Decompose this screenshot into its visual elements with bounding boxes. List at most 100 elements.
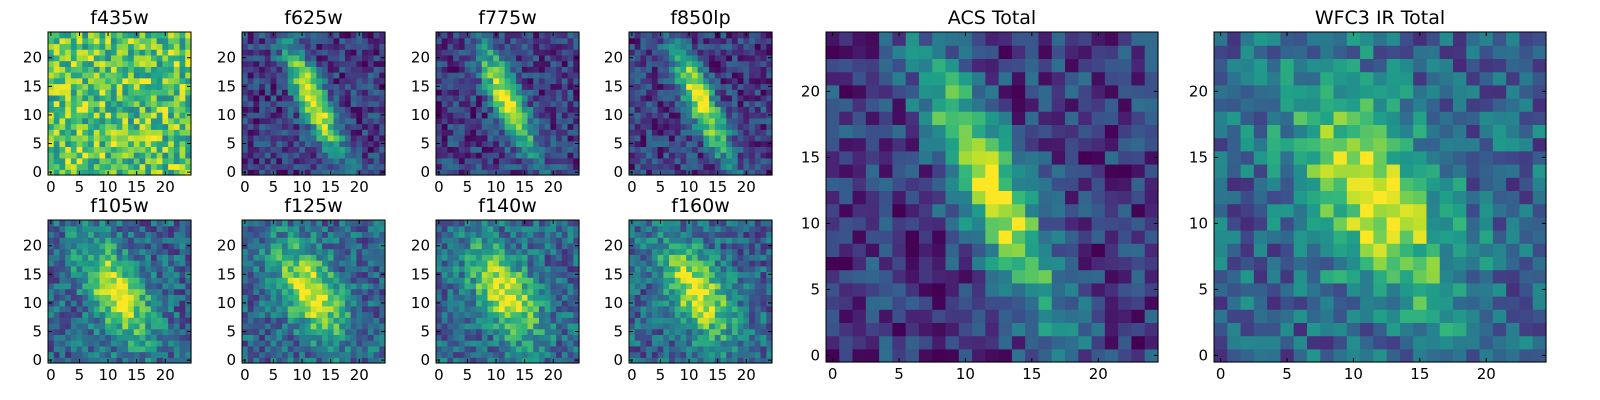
heatmap-cell <box>270 254 277 261</box>
heatmap-cell <box>110 43 118 50</box>
heatmap-cell <box>299 231 306 238</box>
heatmap-cell <box>48 340 55 347</box>
heatmap-cell <box>76 100 83 107</box>
heatmap-cell <box>379 60 386 67</box>
heatmap-cell <box>150 271 158 278</box>
heatmap-cell <box>259 305 266 313</box>
heatmap-cell <box>242 129 249 136</box>
heatmap-cell <box>93 340 101 347</box>
heatmap-cell <box>556 152 563 159</box>
heatmap-cell <box>720 357 727 364</box>
heatmap-cell <box>322 254 329 261</box>
heatmap-cell <box>327 54 335 62</box>
heatmap-cell <box>333 146 340 153</box>
heatmap-cell <box>88 265 95 273</box>
heatmap-cell <box>367 89 375 96</box>
heatmap-cell <box>458 357 466 364</box>
heatmap-cell <box>373 340 380 347</box>
y-tick-label: 10 <box>411 294 430 312</box>
heatmap-cell <box>697 328 704 335</box>
heatmap-cell <box>703 112 710 119</box>
heatmap-cell <box>703 288 710 295</box>
heatmap-cell <box>156 112 163 119</box>
heatmap-cell <box>686 345 693 353</box>
heatmap-cell <box>122 351 129 358</box>
heatmap-cell <box>527 282 534 290</box>
heatmap-cell <box>731 351 739 358</box>
heatmap-cell <box>493 152 500 159</box>
heatmap-cell <box>105 265 112 273</box>
heatmap-cell <box>48 129 55 136</box>
heatmap-cell <box>362 37 369 45</box>
heatmap-cell <box>544 163 551 170</box>
heatmap-cell <box>65 106 72 113</box>
heatmap-cell <box>533 265 540 273</box>
heatmap-cell <box>156 163 163 170</box>
heatmap-cell <box>731 277 739 284</box>
heatmap-cell <box>516 300 523 307</box>
heatmap-cell <box>556 225 563 233</box>
heatmap-cell <box>481 254 489 261</box>
heatmap-cell <box>476 294 483 301</box>
heatmap-cell <box>640 83 647 90</box>
heatmap-cell <box>533 334 540 341</box>
heatmap-cell <box>669 277 676 284</box>
heatmap-cell <box>367 340 375 347</box>
heatmap-cell <box>504 242 511 250</box>
heatmap-cell <box>299 106 306 113</box>
heatmap-cell <box>674 83 682 90</box>
heatmap-cell <box>686 49 693 56</box>
heatmap-cell <box>481 72 489 79</box>
x-tick-label: 20 <box>544 366 563 384</box>
heatmap-cell <box>344 146 352 153</box>
x-tick-label: 5 <box>463 366 473 384</box>
heatmap-cell <box>493 311 500 318</box>
heatmap-cell <box>356 146 363 153</box>
heatmap-cell <box>674 37 682 45</box>
heatmap-cell <box>470 89 477 96</box>
heatmap-cell <box>538 169 546 176</box>
heatmap-cell <box>133 37 141 45</box>
heatmap-cell <box>339 271 346 278</box>
heatmap-cell <box>99 305 106 313</box>
heatmap-cell <box>760 32 767 39</box>
heatmap-cell <box>731 163 739 170</box>
heatmap-cell <box>669 60 676 67</box>
heatmap-cell <box>304 317 312 324</box>
heatmap-cell <box>93 66 101 73</box>
heatmap-cell <box>709 129 716 136</box>
heatmap-cell <box>150 294 158 301</box>
heatmap-cell <box>299 311 306 318</box>
heatmap-cell <box>720 277 727 284</box>
heatmap-cell <box>691 300 699 307</box>
heatmap-cell <box>93 305 101 313</box>
heatmap-cell <box>304 49 312 56</box>
heatmap-cell <box>70 146 78 153</box>
heatmap-cell <box>691 77 699 85</box>
heatmap-cell <box>247 311 255 318</box>
heatmap-cell <box>327 60 335 67</box>
heatmap-cell <box>657 300 664 307</box>
heatmap-cell <box>264 83 272 90</box>
heatmap-cell <box>550 345 557 353</box>
heatmap-cell <box>561 311 569 318</box>
heatmap-cell <box>162 66 169 73</box>
heatmap-cell <box>504 334 511 341</box>
heatmap-cell <box>282 94 289 102</box>
heatmap-cell <box>259 140 266 147</box>
heatmap-cell <box>316 322 323 330</box>
heatmap-cell <box>556 328 563 335</box>
heatmap-cell <box>669 89 676 96</box>
heatmap-cell <box>697 340 704 347</box>
heatmap-cell <box>162 271 169 278</box>
heatmap-cell <box>533 288 540 295</box>
x-tick-label: 0 <box>46 366 56 384</box>
heatmap-cell <box>82 300 89 307</box>
heatmap-cell <box>293 100 300 107</box>
heatmap-cell <box>99 134 106 142</box>
heatmap-cell <box>516 305 523 313</box>
heatmap-cell <box>476 77 483 85</box>
heatmap-cell <box>247 37 255 45</box>
heatmap-cell <box>373 123 380 130</box>
heatmap-cell <box>59 37 66 45</box>
